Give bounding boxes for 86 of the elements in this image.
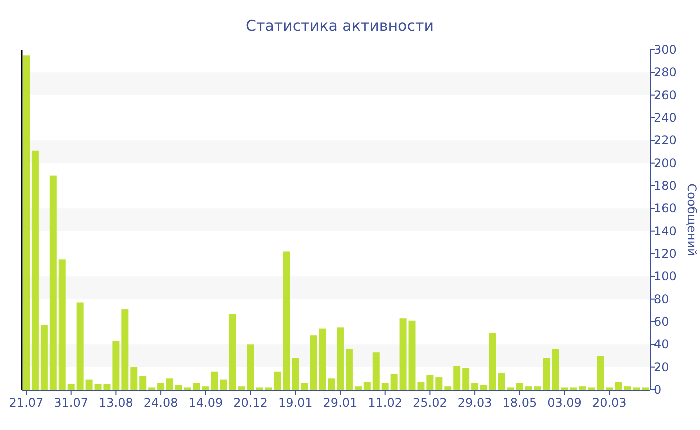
y-tick-label: 180 [654, 179, 677, 193]
bar [346, 349, 353, 390]
y-tick-label: 20 [654, 360, 670, 374]
bar [400, 318, 407, 390]
bar [444, 386, 452, 390]
bar [86, 380, 93, 390]
bar [579, 386, 586, 390]
bar [112, 341, 120, 390]
y-tick-label: 80 [654, 292, 670, 306]
bar [336, 328, 344, 390]
bar [58, 260, 66, 390]
bar [122, 310, 129, 390]
x-tick-label: 31.07 [54, 396, 89, 410]
bar [166, 378, 174, 390]
bar [525, 386, 532, 390]
bar [76, 302, 84, 390]
x-tick-label: 03.09 [548, 396, 582, 410]
x-tick-label: 13.08 [99, 396, 134, 410]
bar [176, 385, 182, 390]
bar [220, 380, 228, 390]
x-tick-label: 14.09 [188, 396, 224, 410]
y-tick-label: 280 [654, 66, 677, 80]
bar [426, 375, 434, 390]
bar [354, 386, 362, 390]
bar [382, 383, 389, 390]
bar [140, 376, 147, 390]
y-tick-label: 40 [654, 338, 670, 352]
bar [472, 383, 479, 390]
bar [50, 176, 57, 390]
x-tick-label: 20.03 [592, 396, 627, 410]
y-axis-title: Сообщений [685, 184, 699, 256]
y-tick-label: 300 [654, 43, 677, 57]
bar [615, 382, 622, 390]
bar [301, 383, 308, 390]
x-tick-label: 20.12 [234, 396, 268, 410]
bar [193, 383, 200, 390]
bar [238, 386, 246, 390]
bar [552, 349, 560, 390]
bar [328, 378, 336, 390]
x-tick-label: 29.03 [458, 396, 492, 410]
bar [390, 374, 398, 390]
x-tick-label: 25.02 [413, 396, 448, 410]
bar [597, 356, 604, 390]
x-tick-label: 29.01 [323, 396, 358, 410]
x-tick-label: 18.05 [502, 396, 538, 410]
bar [32, 150, 39, 390]
y-tick-label: 140 [654, 224, 677, 238]
bar [490, 333, 496, 390]
bar [498, 373, 506, 390]
bar [229, 314, 236, 390]
y-tick-label: 120 [654, 247, 677, 261]
bar [436, 378, 443, 390]
bar [211, 372, 218, 390]
bar [516, 383, 524, 390]
bar [454, 366, 461, 390]
y-tick-label: 240 [654, 111, 677, 125]
bar [130, 367, 138, 390]
y-tick-label: 100 [654, 270, 677, 284]
bar [480, 385, 488, 390]
y-tick-label: 0 [654, 383, 662, 397]
bar [22, 56, 30, 390]
bar [543, 358, 550, 390]
y-tick-label: 160 [654, 202, 677, 216]
y-tick-label: 60 [654, 315, 670, 329]
bar [283, 252, 290, 390]
y-tick-label: 220 [654, 134, 677, 148]
bar [158, 383, 165, 390]
bar [40, 325, 48, 390]
bar [372, 352, 380, 390]
y-tick-label: 260 [654, 88, 677, 102]
bar [319, 328, 326, 390]
bar [624, 386, 632, 390]
bar [274, 372, 282, 390]
bar [292, 358, 300, 390]
bar [462, 368, 470, 390]
bar [534, 386, 542, 390]
bar [364, 382, 371, 390]
x-tick-label: 21.07 [9, 396, 44, 410]
x-tick-label: 19.01 [278, 396, 313, 410]
chart-title: Статистика активности [246, 17, 434, 35]
y-tick-label: 200 [654, 156, 677, 170]
x-tick-label: 24.08 [144, 396, 178, 410]
bar [68, 384, 75, 390]
bar [202, 386, 210, 390]
x-tick-label: 11.02 [368, 396, 403, 410]
bar [310, 336, 318, 390]
